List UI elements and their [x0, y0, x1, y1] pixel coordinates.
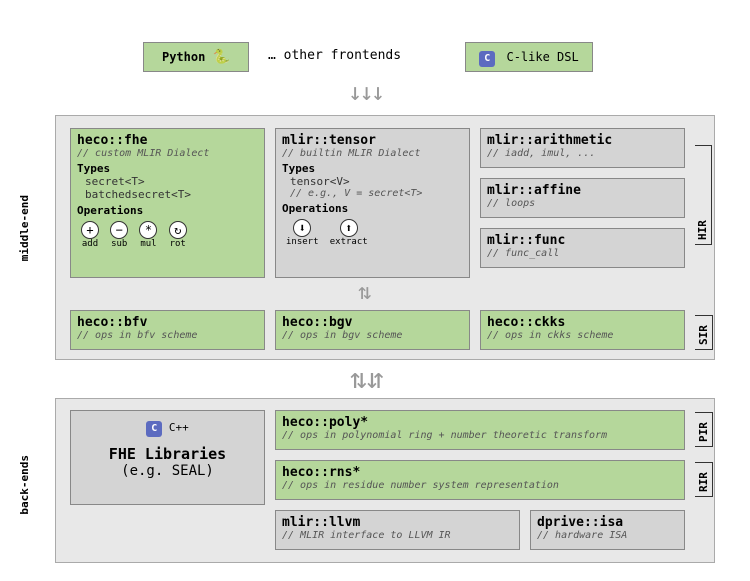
heco-rns-box: heco::rns* // ops in residue number syst… [275, 460, 685, 500]
heco-poly-box: heco::poly* // ops in polynomial ring + … [275, 410, 685, 450]
fhelib-title: FHE Libraries [77, 445, 258, 463]
ckks-title: heco::ckks [487, 315, 678, 330]
mlir-arith-box: mlir::arithmetic // iadd, imul, ... [480, 128, 685, 168]
heco-fhe-box: heco::fhe // custom MLIR Dialect Types s… [70, 128, 265, 278]
fhe-ops-row: +add −sub *mul ↻rot [81, 221, 258, 249]
tensor-type1: tensor<V> [290, 175, 463, 188]
sir-label: SIR [695, 315, 713, 350]
fhe-type2: batchedsecret<T> [85, 188, 258, 201]
affine-title: mlir::affine [487, 183, 678, 198]
bfv-title: heco::bfv [77, 315, 258, 330]
dprive-isa-box: dprive::isa // hardware ISA [530, 510, 685, 550]
mlir-func-box: mlir::func // func_call [480, 228, 685, 268]
arith-comment: // iadd, imul, ... [487, 148, 678, 159]
middle-end-label: middle-end [18, 195, 31, 261]
frontend-python: Python 🐍 [143, 42, 249, 72]
llvm-comment: // MLIR interface to LLVM IR [282, 530, 513, 541]
cdsl-label: C-like DSL [506, 50, 578, 64]
fhe-comment: // custom MLIR Dialect [77, 148, 258, 159]
isa-comment: // hardware ISA [537, 530, 678, 541]
python-label: Python [162, 50, 205, 64]
heco-ckks-box: heco::ckks // ops in ckks scheme [480, 310, 685, 350]
arrows-down-icon: ↓↓↓ [348, 78, 382, 106]
tensor-types-hdr: Types [282, 162, 463, 175]
fhe-libraries-box: C C++ FHE Libraries (e.g. SEAL) [70, 410, 265, 505]
bidir-arrow-icon: ⇅ [358, 280, 371, 305]
tensor-ops-row: ⬇insert ⬆extract [286, 219, 463, 247]
mlir-tensor-box: mlir::tensor // builtin MLIR Dialect Typ… [275, 128, 470, 278]
bfv-comment: // ops in bfv scheme [77, 330, 258, 341]
ckks-comment: // ops in ckks scheme [487, 330, 678, 341]
func-title: mlir::func [487, 233, 678, 248]
tensor-type1c: // e.g., V = secret<T> [290, 188, 463, 199]
mlir-affine-box: mlir::affine // loops [480, 178, 685, 218]
poly-title: heco::poly* [282, 415, 678, 430]
tensor-comment: // builtin MLIR Dialect [282, 148, 463, 159]
bgv-title: heco::bgv [282, 315, 463, 330]
fhe-ops-hdr: Operations [77, 204, 258, 217]
other-frontends-label: … other frontends [268, 48, 401, 63]
pir-label: PIR [695, 412, 713, 447]
tensor-title: mlir::tensor [282, 133, 463, 148]
arith-title: mlir::arithmetic [487, 133, 678, 148]
fhelib-sub: (e.g. SEAL) [77, 463, 258, 479]
heco-bfv-box: heco::bfv // ops in bfv scheme [70, 310, 265, 350]
frontend-cdsl: C C-like DSL [465, 42, 593, 72]
hir-label: HIR [695, 145, 712, 245]
bgv-comment: // ops in bgv scheme [282, 330, 463, 341]
fhe-type1: secret<T> [85, 175, 258, 188]
rns-title: heco::rns* [282, 465, 678, 480]
rns-comment: // ops in residue number system represen… [282, 480, 678, 491]
big-bidir-arrow-icon: ⇅⇵ [350, 362, 384, 395]
back-ends-label: back-ends [18, 455, 31, 515]
isa-title: dprive::isa [537, 515, 678, 530]
tensor-ops-hdr: Operations [282, 202, 463, 215]
fhe-title: heco::fhe [77, 133, 258, 148]
heco-bgv-box: heco::bgv // ops in bgv scheme [275, 310, 470, 350]
mlir-llvm-box: mlir::llvm // MLIR interface to LLVM IR [275, 510, 520, 550]
fhe-types-hdr: Types [77, 162, 258, 175]
affine-comment: // loops [487, 198, 678, 209]
poly-comment: // ops in polynomial ring + number theor… [282, 430, 678, 441]
func-comment: // func_call [487, 248, 678, 259]
rir-label: RIR [695, 462, 713, 497]
llvm-title: mlir::llvm [282, 515, 513, 530]
